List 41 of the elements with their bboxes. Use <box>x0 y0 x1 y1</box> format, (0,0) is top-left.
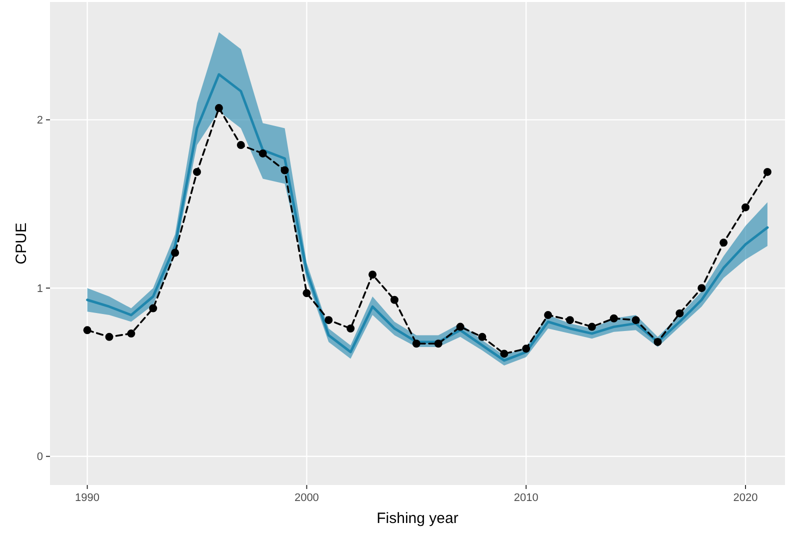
point <box>83 326 92 334</box>
y-axis-title: CPUE <box>13 222 30 264</box>
point <box>434 340 442 348</box>
point <box>742 203 750 212</box>
point <box>566 316 574 324</box>
point <box>214 104 223 112</box>
point <box>522 344 530 353</box>
point <box>346 324 355 332</box>
point <box>236 141 245 150</box>
point <box>105 332 114 341</box>
point <box>193 168 201 176</box>
point <box>412 340 420 348</box>
x-tick-label: 2000 <box>294 492 319 504</box>
point <box>588 322 596 331</box>
point <box>390 296 398 304</box>
point <box>763 168 772 176</box>
y-tick-label: 0 <box>36 451 43 464</box>
x-tick-label: 1990 <box>75 492 100 504</box>
point <box>500 350 508 358</box>
point <box>654 338 662 346</box>
point <box>478 332 486 341</box>
point <box>127 330 136 338</box>
point <box>610 314 618 322</box>
x-tick-label: 2010 <box>514 492 538 504</box>
point <box>698 284 706 292</box>
point <box>456 322 464 331</box>
point <box>368 270 377 279</box>
point <box>149 304 158 312</box>
point <box>302 289 311 298</box>
point <box>720 238 728 247</box>
x-tick-label: 2020 <box>733 492 758 504</box>
point <box>676 309 684 318</box>
point <box>171 248 180 257</box>
point <box>258 149 267 158</box>
x-axis-title: Fishing year <box>376 510 458 527</box>
point <box>632 316 640 324</box>
point <box>544 311 552 320</box>
y-tick-label: 1 <box>36 282 43 295</box>
point <box>324 316 333 324</box>
point <box>280 166 289 174</box>
y-tick-label: 2 <box>36 114 43 127</box>
